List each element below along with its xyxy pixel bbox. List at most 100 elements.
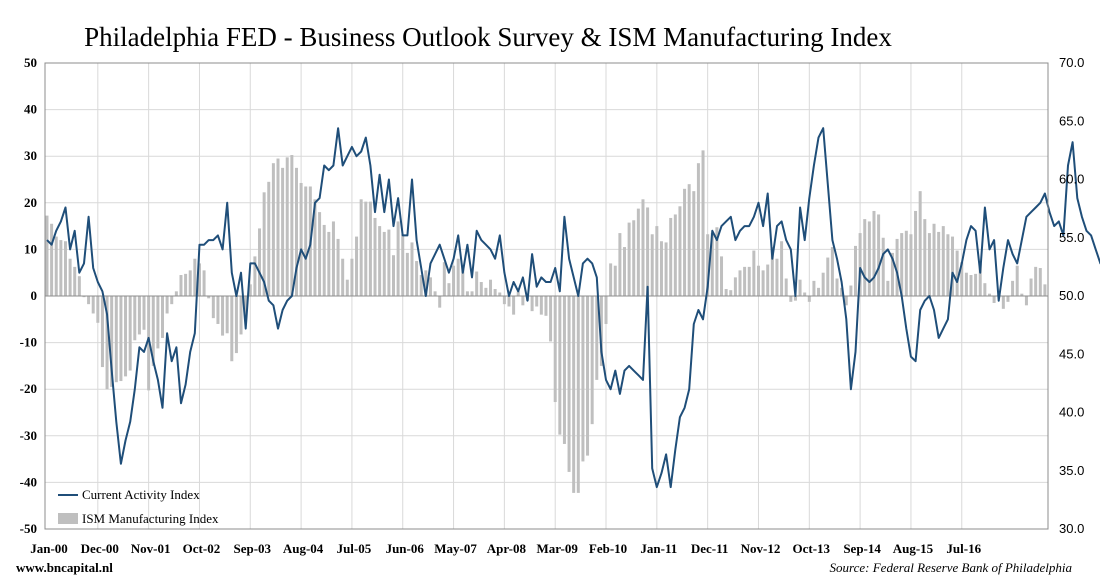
ism-bar <box>599 296 603 366</box>
ism-bar <box>844 296 848 306</box>
ism-bar <box>96 296 100 323</box>
ism-bar <box>932 223 936 296</box>
ism-bar <box>530 296 534 312</box>
ism-bar <box>544 296 548 316</box>
ism-bar <box>151 296 155 366</box>
ism-bar <box>59 240 63 296</box>
ism-bar <box>858 233 862 296</box>
ism-bar <box>793 296 797 301</box>
ism-bar <box>207 296 211 299</box>
ism-bar <box>1011 280 1015 296</box>
ism-bar <box>364 201 368 296</box>
ism-bar <box>128 296 132 371</box>
ism-bar <box>244 296 248 319</box>
right-axis: 70.0 65.0 60.0 55.0 50.0 45.0 40.0 35.0 30.0 <box>1059 55 1084 536</box>
x-tick-label: May-07 <box>434 541 477 556</box>
right-tick-label: 45.0 <box>1059 346 1084 361</box>
ism-bar <box>452 265 456 296</box>
ism-bar <box>618 233 622 296</box>
ism-bar <box>886 280 890 296</box>
ism-bar <box>775 258 779 296</box>
ism-bar <box>923 219 927 296</box>
ism-bar <box>197 263 201 296</box>
ism-bar <box>174 291 178 296</box>
ism-bar <box>927 233 931 296</box>
ism-bar <box>918 191 922 296</box>
ism-bar <box>863 219 867 296</box>
ism-bar <box>110 296 114 387</box>
ism-bar <box>133 296 137 341</box>
ism-bar <box>623 247 626 296</box>
ism-bar <box>784 278 788 296</box>
ism-bar <box>724 289 728 296</box>
ism-bar <box>941 226 945 296</box>
ism-bar <box>234 296 238 354</box>
right-tick-label: 70.0 <box>1059 55 1084 70</box>
ism-bar <box>137 296 141 335</box>
ism-bar <box>960 262 964 296</box>
ism-bar <box>290 155 294 296</box>
left-tick-label: 30 <box>24 148 37 163</box>
ism-bar <box>914 210 918 296</box>
ism-bar <box>359 199 363 296</box>
activity-series-line <box>46 127 1100 489</box>
ism-bar <box>165 296 169 314</box>
ism-bar <box>581 296 585 462</box>
ism-bar <box>1034 266 1038 296</box>
ism-bar <box>835 278 839 296</box>
ism-bar <box>1006 296 1010 302</box>
x-tick-label: Oct-02 <box>183 541 221 556</box>
x-tick-label: Jun-06 <box>386 541 425 556</box>
ism-bar <box>743 266 747 296</box>
ism-bar <box>978 263 982 296</box>
ism-bar <box>909 234 913 296</box>
ism-bar <box>382 231 386 296</box>
ism-bar <box>590 296 594 425</box>
ism-bar <box>373 217 377 296</box>
x-tick-label: Jan-11 <box>640 541 677 556</box>
ism-bar <box>636 208 640 296</box>
ism-bar <box>327 231 331 296</box>
ism-bar <box>415 261 419 296</box>
x-tick-label: Jul-16 <box>946 541 981 556</box>
ism-bar <box>659 241 663 296</box>
ism-bar <box>304 186 308 296</box>
ism-bar <box>489 279 493 296</box>
x-tick-label: Sep-03 <box>233 541 271 556</box>
ism-bar <box>1029 278 1033 296</box>
ism-bar <box>493 289 497 296</box>
ism-bar <box>687 184 691 296</box>
x-tick-label: Mar-09 <box>537 541 579 556</box>
ism-bar <box>720 256 724 296</box>
ism-bar <box>124 296 128 377</box>
x-tick-label: Feb-10 <box>589 541 627 556</box>
x-tick-label: Aug-15 <box>893 541 934 556</box>
ism-bar <box>401 234 405 296</box>
ism-bar <box>498 292 502 296</box>
ism-bar <box>673 214 677 296</box>
ism-bar <box>410 242 414 296</box>
ism-bar <box>447 283 451 296</box>
ism-bar <box>539 296 543 315</box>
ism-bar <box>683 188 687 296</box>
ism-bar <box>678 206 682 296</box>
ism-bar <box>849 285 853 296</box>
ism-bar <box>73 266 77 296</box>
ism-bar <box>951 236 955 296</box>
ism-bar <box>692 191 696 296</box>
ism-bar <box>770 247 774 296</box>
ism-bar <box>766 264 770 296</box>
left-tick-label: -50 <box>20 521 37 536</box>
left-tick-label: 20 <box>24 195 37 210</box>
left-axis: 50 40 30 20 10 0 -10 -20 -30 -40 -50 <box>20 55 37 536</box>
ism-bar <box>188 270 192 296</box>
right-tick-label: 40.0 <box>1059 405 1084 420</box>
ism-bar <box>322 224 326 296</box>
ism-bar <box>992 296 996 303</box>
chart-title: Philadelphia FED - Business Outlook Surv… <box>84 22 892 52</box>
ism-bar <box>780 241 784 296</box>
ism-bar <box>969 275 973 296</box>
left-tick-label: -30 <box>20 428 37 443</box>
ism-bar <box>650 234 654 296</box>
